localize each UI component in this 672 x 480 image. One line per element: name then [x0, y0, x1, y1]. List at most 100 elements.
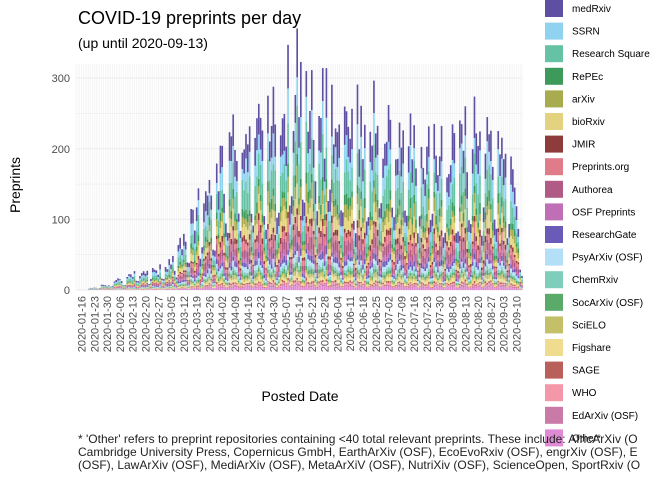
bar-segment	[263, 273, 266, 275]
bar-segment	[301, 283, 304, 286]
bar-segment	[230, 280, 233, 284]
bar-segment	[404, 270, 406, 274]
bar-segment	[232, 114, 235, 146]
bar-segment	[146, 281, 149, 283]
bar-segment	[318, 203, 320, 210]
bar-segment	[491, 285, 494, 287]
bar-segment	[192, 273, 194, 277]
bar-segment	[206, 286, 209, 288]
bar-segment	[418, 271, 421, 275]
bar-segment	[453, 222, 456, 236]
bar-segment	[219, 221, 222, 228]
bar-segment	[385, 277, 388, 282]
bar-segment	[203, 285, 205, 286]
bar-segment	[347, 197, 350, 210]
bar-segment	[296, 250, 298, 257]
bar-segment	[270, 280, 273, 283]
bar-segment	[247, 193, 249, 214]
bar-segment	[343, 228, 346, 233]
bar-segment	[338, 283, 341, 285]
bar-segment	[210, 284, 213, 286]
bar-segment	[243, 250, 245, 260]
bar-segment	[318, 285, 320, 287]
bar-segment	[457, 288, 459, 290]
bar-segment	[376, 256, 379, 261]
bar-segment	[309, 163, 311, 190]
bar-segment	[477, 263, 479, 266]
bar-segment	[353, 248, 355, 255]
bar-segment	[303, 275, 306, 279]
bar-segment	[356, 84, 359, 125]
bar-segment	[367, 225, 370, 235]
bar-segment	[316, 288, 319, 290]
bar-segment	[172, 287, 174, 289]
bar-segment	[338, 284, 341, 286]
bar-segment	[193, 230, 196, 244]
bar-segment	[312, 271, 315, 275]
bar-segment	[374, 221, 377, 227]
bar-segment	[396, 273, 399, 277]
bar-segment	[309, 285, 311, 288]
bar-segment	[300, 255, 302, 262]
bar-segment	[360, 254, 362, 261]
bar-segment	[215, 183, 218, 194]
bar-segment	[440, 271, 443, 274]
bar-segment	[343, 204, 346, 218]
bar-segment	[214, 282, 216, 285]
bar-segment	[259, 272, 262, 275]
bar-segment	[497, 269, 500, 273]
bar-segment	[404, 264, 406, 271]
bar-segment	[325, 201, 328, 214]
bar-segment	[371, 287, 373, 289]
bar-segment	[477, 173, 479, 195]
bar-segment	[374, 269, 377, 273]
bar-segment	[161, 284, 163, 286]
bar-segment	[290, 287, 293, 290]
bar-segment	[177, 287, 180, 289]
bar-segment	[512, 259, 514, 267]
bar-segment	[471, 215, 474, 221]
bar-segment	[451, 261, 454, 266]
bar-segment	[349, 266, 351, 271]
bar-segment	[406, 215, 408, 227]
bar-segment	[234, 244, 236, 250]
bar-segment	[257, 178, 260, 187]
bar-segment	[316, 236, 319, 249]
bar-segment	[252, 283, 255, 285]
bar-segment	[365, 278, 368, 281]
bar-segment	[473, 246, 476, 254]
bar-segment	[290, 284, 293, 286]
bar-segment	[468, 288, 470, 290]
bar-segment	[382, 243, 384, 247]
bar-segment	[462, 283, 465, 286]
bar-segment	[151, 285, 154, 287]
bar-segment	[206, 195, 209, 216]
bar-segment	[144, 286, 147, 288]
bar-segment	[221, 266, 224, 270]
bar-segment	[340, 259, 342, 265]
bar-segment	[183, 288, 185, 289]
bar-segment	[406, 284, 408, 287]
bar-segment	[263, 216, 266, 225]
bar-segment	[486, 228, 489, 234]
bar-segment	[241, 257, 244, 263]
bar-segment	[212, 288, 214, 290]
bar-segment	[263, 274, 266, 279]
bar-segment	[437, 282, 439, 285]
bar-segment	[462, 237, 465, 242]
bar-segment	[130, 277, 132, 280]
bar-segment	[400, 270, 403, 274]
bar-segment	[225, 223, 227, 237]
bar-segment	[393, 281, 395, 284]
bar-segment	[363, 148, 366, 170]
bar-segment	[427, 279, 430, 282]
bar-segment	[444, 281, 447, 283]
bar-segment	[321, 232, 324, 246]
bar-segment	[170, 282, 172, 284]
bar-segment	[349, 284, 351, 287]
bar-segment	[449, 218, 452, 226]
bar-segment	[151, 280, 154, 282]
bar-segment	[462, 226, 465, 238]
bar-segment	[442, 280, 445, 282]
bar-segment	[497, 149, 500, 177]
